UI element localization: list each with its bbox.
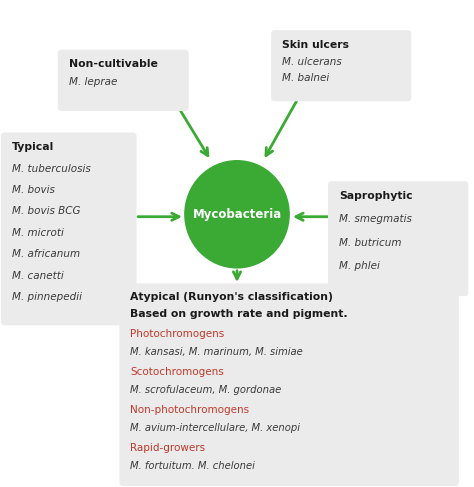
Text: M. africanum: M. africanum — [12, 249, 80, 260]
Text: Atypical (Runyon's classification): Atypical (Runyon's classification) — [130, 292, 333, 302]
Text: M. fortuitum. M. chelonei: M. fortuitum. M. chelonei — [130, 461, 255, 471]
Text: M. balnei: M. balnei — [282, 73, 329, 83]
Circle shape — [185, 161, 289, 268]
Text: M. pinnepedii: M. pinnepedii — [12, 292, 82, 302]
Text: M. smegmatis: M. smegmatis — [339, 214, 412, 225]
Text: M. tuberculosis: M. tuberculosis — [12, 164, 91, 174]
Text: Mycobacteria: Mycobacteria — [192, 208, 282, 221]
Text: Typical: Typical — [12, 142, 54, 152]
Text: Skin ulcers: Skin ulcers — [282, 40, 349, 50]
Text: M. phlei: M. phlei — [339, 261, 380, 271]
Text: M. bovis: M. bovis — [12, 185, 55, 195]
FancyBboxPatch shape — [1, 132, 137, 325]
Text: M. scrofulaceum, M. gordonae: M. scrofulaceum, M. gordonae — [130, 385, 282, 395]
Text: Photochromogens: Photochromogens — [130, 329, 225, 339]
Text: M. leprae: M. leprae — [69, 77, 117, 87]
Text: M. avium-intercellulare, M. xenopi: M. avium-intercellulare, M. xenopi — [130, 423, 301, 433]
Text: M. ulcerans: M. ulcerans — [282, 57, 342, 68]
Text: M. canetti: M. canetti — [12, 271, 64, 281]
FancyBboxPatch shape — [328, 181, 468, 296]
Text: Non-cultivable: Non-cultivable — [69, 59, 157, 70]
Text: M. kansasi, M. marinum, M. simiae: M. kansasi, M. marinum, M. simiae — [130, 347, 303, 357]
FancyBboxPatch shape — [58, 50, 189, 111]
FancyBboxPatch shape — [271, 30, 411, 101]
Text: Scotochromogens: Scotochromogens — [130, 367, 224, 377]
Text: Rapid-growers: Rapid-growers — [130, 443, 205, 453]
Text: M. bovis BCG: M. bovis BCG — [12, 206, 81, 217]
Text: Based on growth rate and pigment.: Based on growth rate and pigment. — [130, 309, 348, 319]
Text: Saprophytic: Saprophytic — [339, 191, 412, 201]
Text: M. butricum: M. butricum — [339, 238, 401, 248]
Text: Non-photochromogens: Non-photochromogens — [130, 405, 249, 415]
Text: M. microti: M. microti — [12, 228, 64, 238]
FancyBboxPatch shape — [119, 283, 459, 486]
